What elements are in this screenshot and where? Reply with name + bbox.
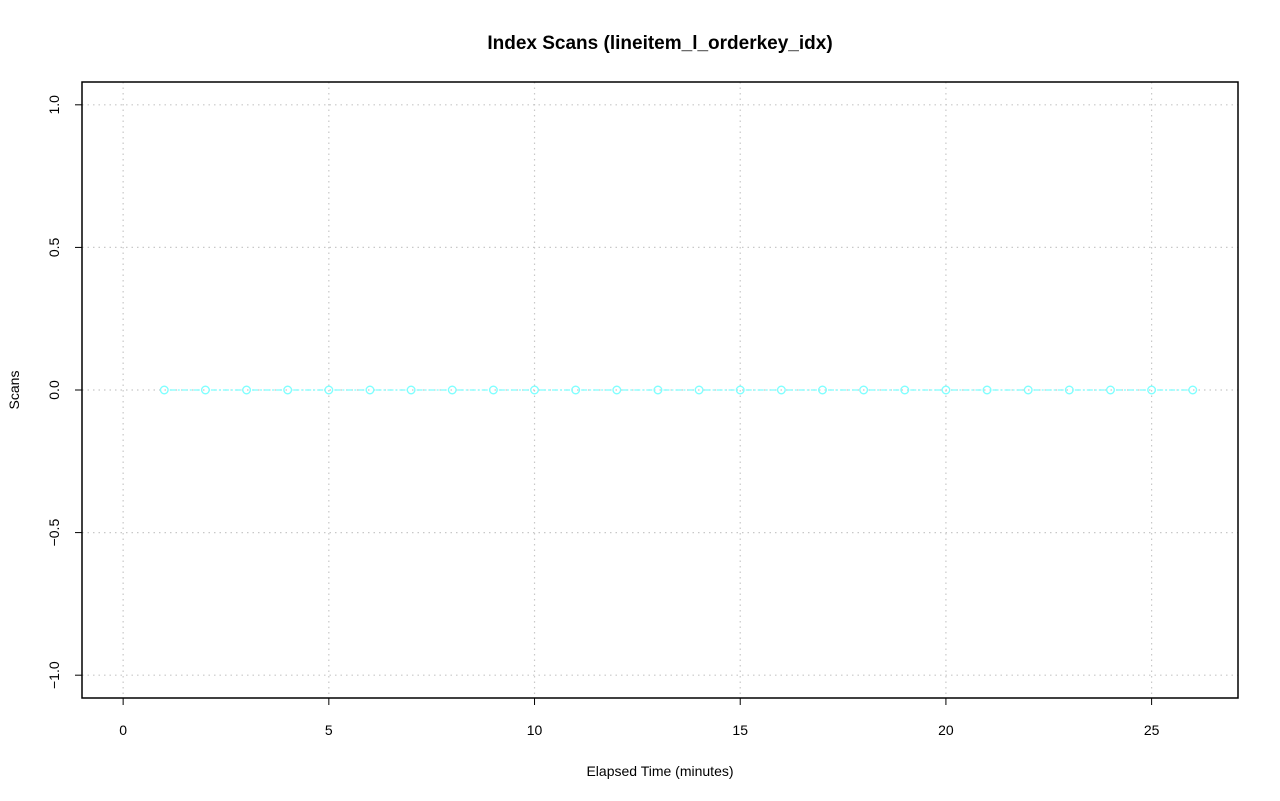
y-tick-label: 0.0	[46, 380, 62, 400]
series-0	[159, 385, 1198, 395]
x-axis-title: Elapsed Time (minutes)	[586, 763, 733, 779]
x-tick-label: 0	[119, 722, 127, 738]
data-point	[982, 385, 992, 395]
x-tick-label: 20	[938, 722, 954, 738]
data-point	[200, 385, 210, 395]
data-point	[776, 385, 786, 395]
data-point	[1023, 385, 1033, 395]
data-point	[1064, 385, 1074, 395]
data-point	[242, 385, 252, 395]
y-tick-label: −0.5	[46, 519, 62, 547]
data-point	[694, 385, 704, 395]
data-point	[447, 385, 457, 395]
data-point	[530, 385, 540, 395]
y-axis: −1.0 −0.5 0.0 0.5 1.0	[46, 95, 83, 689]
data-point	[283, 385, 293, 395]
data-point	[612, 385, 622, 395]
data-point	[365, 385, 375, 395]
y-tick-label: −1.0	[46, 661, 62, 689]
data-point	[900, 385, 910, 395]
x-axis: 0 5 10 15 20 25	[119, 697, 1160, 738]
data-point	[571, 385, 581, 395]
y-tick-label: 1.0	[46, 95, 62, 115]
data-point	[1105, 385, 1115, 395]
series-layer	[159, 385, 1198, 395]
data-point	[1147, 385, 1157, 395]
grid	[82, 82, 1238, 698]
x-tick-label: 25	[1144, 722, 1160, 738]
data-point	[817, 385, 827, 395]
data-point	[941, 385, 951, 395]
x-tick-label: 15	[732, 722, 748, 738]
data-point	[324, 385, 334, 395]
data-point	[653, 385, 663, 395]
y-tick-label: 0.5	[46, 237, 62, 257]
chart-title: Index Scans (lineitem_l_orderkey_idx)	[487, 33, 832, 54]
data-point	[159, 385, 169, 395]
x-tick-label: 5	[325, 722, 333, 738]
data-point	[406, 385, 416, 395]
x-tick-label: 10	[527, 722, 543, 738]
data-point	[735, 385, 745, 395]
data-point	[488, 385, 498, 395]
data-point	[859, 385, 869, 395]
y-axis-title: Scans	[6, 371, 22, 410]
data-point	[1188, 385, 1198, 395]
